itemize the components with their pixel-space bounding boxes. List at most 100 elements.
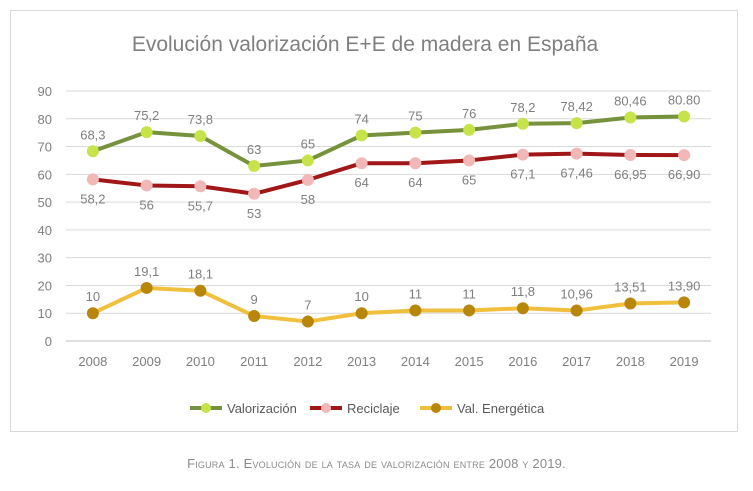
data-point (624, 297, 637, 310)
y-tick-label: 80 (38, 112, 52, 127)
x-tick-label: 2017 (562, 354, 591, 369)
x-tick-label: 2011 (240, 354, 268, 369)
legend-label: Val. Energética (457, 401, 545, 416)
series-line (90, 151, 687, 196)
data-point (355, 307, 368, 320)
data-label: 78,2 (510, 100, 535, 115)
legend-label: Reciclaje (347, 401, 400, 416)
caption-figure-label: Figura 1. (187, 456, 240, 471)
data-label: 80.80 (668, 93, 701, 108)
data-point (301, 315, 314, 328)
data-label: 73,8 (188, 112, 213, 127)
data-point (463, 154, 476, 167)
data-point (570, 147, 583, 160)
y-tick-label: 30 (38, 251, 52, 266)
data-point (463, 123, 476, 136)
data-point (463, 304, 476, 317)
data-point (248, 310, 261, 322)
data-label: 18,1 (188, 267, 213, 282)
data-label: 66,95 (614, 167, 647, 182)
data-point (624, 111, 637, 124)
data-label: 55,7 (188, 198, 213, 213)
data-label: 19,1 (134, 264, 159, 279)
data-label: 75,2 (134, 108, 159, 123)
data-point (409, 126, 422, 139)
data-point (678, 149, 691, 162)
x-axis-ticks: 2008 2009 2010 2011 2012 2013 2014 2015 2016 2017… (78, 354, 698, 369)
data-label: 64 (354, 175, 368, 190)
series-line (90, 285, 687, 324)
data-labels: 68,3 75,2 73,8 63 65 74 75 76 78,2 78,42 80,46 80.8… (80, 93, 700, 313)
legend: Valorización Reciclaje Val. Energética (190, 401, 545, 416)
legend-item: Reciclaje (310, 401, 400, 416)
data-point (86, 307, 99, 320)
data-point (355, 157, 368, 170)
chart-frame: Evolución valorización E+E de madera en … (10, 10, 738, 432)
data-label: 76 (462, 106, 476, 121)
x-tick-label: 2009 (132, 354, 161, 369)
data-label: 80,46 (614, 94, 647, 109)
data-label: 67,46 (560, 166, 593, 181)
data-label: 66,90 (668, 167, 701, 182)
data-point (301, 173, 314, 186)
data-point (516, 148, 529, 161)
line-chart: Evolución valorización E+E de madera en … (38, 33, 711, 416)
x-tick-label: 2010 (186, 354, 215, 369)
data-point (624, 149, 637, 162)
y-tick-label: 70 (38, 140, 52, 155)
y-tick-label: 60 (38, 167, 52, 182)
legend-marker (431, 403, 441, 413)
data-label: 53 (247, 206, 261, 221)
data-point (570, 117, 583, 130)
data-label: 63 (247, 142, 261, 157)
data-label: 78,42 (560, 99, 593, 114)
data-label: 9 (251, 292, 258, 307)
series-line (90, 114, 687, 168)
data-label: 7 (304, 298, 311, 313)
data-point (678, 296, 691, 309)
data-label: 74 (354, 111, 368, 126)
data-label: 64 (408, 175, 422, 190)
legend-marker (201, 403, 211, 413)
data-label: 11 (462, 286, 476, 301)
data-label: 11 (409, 286, 423, 301)
data-point (516, 117, 529, 130)
y-tick-label: 90 (38, 84, 52, 99)
data-label: 65 (462, 172, 476, 187)
x-tick-label: 2014 (401, 354, 430, 369)
data-label: 13,90 (668, 278, 701, 293)
caption-text: Evolución de la tasa de valorización ent… (243, 456, 566, 471)
data-point (194, 180, 207, 193)
x-tick-label: 2019 (670, 354, 699, 369)
data-label: 11,8 (511, 284, 535, 299)
data-label: 58,2 (80, 191, 105, 206)
x-tick-label: 2012 (293, 354, 322, 369)
y-tick-label: 10 (38, 306, 52, 321)
legend-label: Valorización (227, 401, 297, 416)
data-label: 56 (139, 197, 153, 212)
data-label: 65 (301, 136, 315, 151)
data-label: 13,51 (614, 279, 647, 294)
data-point (140, 281, 153, 294)
data-point (409, 304, 422, 317)
x-tick-label: 2016 (508, 354, 537, 369)
data-point (409, 157, 422, 170)
data-label: 10 (86, 289, 100, 304)
data-point (140, 179, 153, 192)
y-tick-label: 40 (38, 223, 52, 238)
y-axis-ticks: 0 10 20 30 40 50 60 70 80 90 (38, 84, 52, 349)
legend-marker (321, 403, 331, 413)
data-point (516, 302, 529, 315)
data-point (301, 154, 314, 167)
x-tick-label: 2008 (78, 354, 107, 369)
gridlines (66, 90, 711, 342)
legend-item: Val. Energética (420, 401, 545, 416)
data-label: 58 (301, 192, 315, 207)
data-point (140, 126, 153, 139)
data-point (570, 304, 583, 317)
data-label: 68,3 (80, 127, 105, 142)
data-point (194, 130, 207, 142)
y-tick-label: 0 (45, 334, 52, 349)
series-layer (86, 110, 691, 328)
data-label: 10 (354, 289, 368, 304)
